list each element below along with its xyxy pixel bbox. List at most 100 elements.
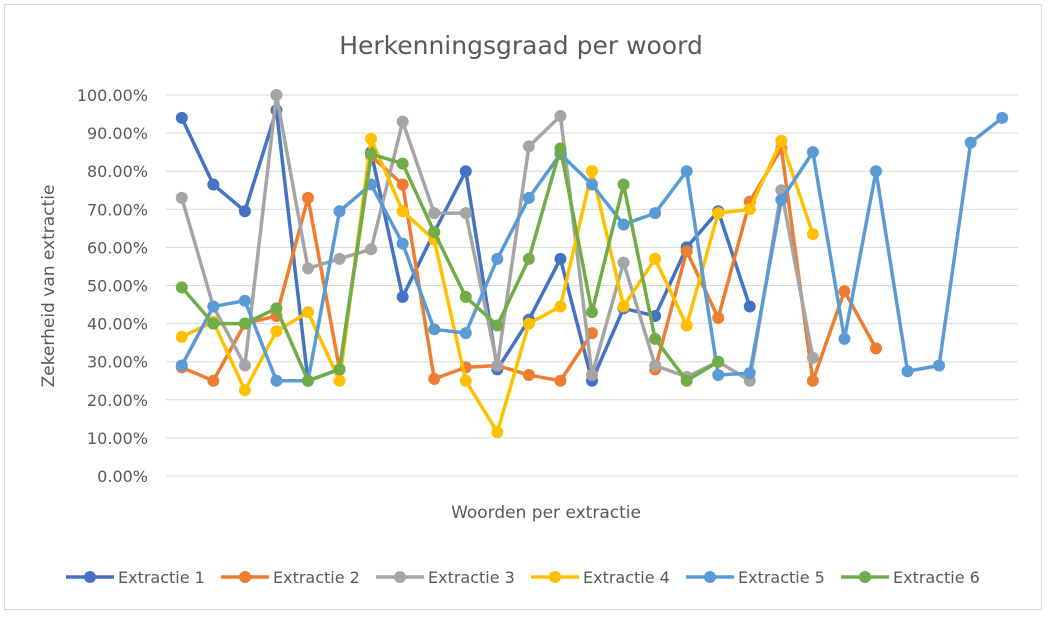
legend-label: Extractie 4 (583, 568, 670, 587)
data-point (428, 323, 441, 336)
data-point (522, 317, 535, 330)
data-point (428, 372, 441, 385)
data-point (175, 191, 188, 204)
x-axis-title: Woorden per extractie (451, 503, 641, 523)
legend-item: Extractie 3 (376, 568, 515, 587)
data-point (396, 290, 409, 303)
legend-item: Extractie 2 (221, 568, 360, 587)
chart-frame (4, 4, 1042, 610)
y-axis-ticks: 0.00% 10.00% 20.00% 30.00% 40.00% 50.00% 60.00… (77, 86, 148, 486)
series-group (175, 89, 1009, 439)
data-point (491, 359, 504, 372)
data-point (870, 342, 882, 355)
data-point (712, 369, 725, 382)
data-point (238, 384, 251, 397)
y-tick-label: 20.00% (87, 391, 148, 410)
data-point (806, 146, 819, 159)
data-point (649, 207, 662, 220)
legend-label: Extractie 2 (273, 568, 360, 587)
data-point (459, 165, 472, 178)
data-point (238, 205, 251, 218)
data-point (554, 374, 567, 387)
data-point (680, 165, 693, 178)
data-point (712, 207, 725, 220)
series-5 (175, 111, 1009, 387)
data-point (396, 205, 409, 218)
legend-item: Extractie 6 (841, 568, 980, 587)
data-point (775, 134, 788, 147)
data-point (396, 157, 409, 170)
data-point (238, 294, 251, 307)
data-point (806, 351, 819, 364)
legend-item: Extractie 1 (66, 568, 205, 587)
data-point (491, 252, 504, 265)
legend-label: Extractie 3 (428, 568, 515, 587)
data-point (459, 290, 472, 303)
legend-label: Extractie 5 (738, 568, 825, 587)
data-point (428, 226, 441, 239)
series-line (180, 93, 815, 383)
data-point (617, 300, 630, 313)
data-point (396, 237, 409, 250)
data-point (459, 327, 472, 340)
y-tick-label: 40.00% (87, 315, 148, 334)
data-point (680, 319, 693, 332)
data-point (175, 330, 188, 343)
y-tick-label: 0.00% (97, 467, 148, 486)
data-point (586, 306, 598, 319)
data-point (428, 207, 441, 220)
data-point (838, 285, 851, 298)
data-point (302, 374, 314, 387)
y-tick-label: 60.00% (87, 238, 148, 257)
data-point (743, 367, 756, 380)
chart-title: Herkenningsgraad per woord (339, 31, 703, 60)
data-point (775, 193, 788, 206)
data-point (365, 132, 378, 145)
data-point (459, 207, 472, 220)
data-point (302, 306, 314, 319)
y-tick-label: 100.00% (77, 86, 148, 105)
data-point (175, 281, 188, 294)
legend-item: Extractie 4 (531, 568, 670, 587)
data-point (712, 311, 725, 324)
legend-swatch-marker (84, 571, 96, 583)
data-point (207, 178, 220, 191)
data-point (522, 191, 535, 204)
data-point (270, 374, 283, 387)
legend-swatch-marker (704, 571, 716, 583)
data-point (996, 111, 1009, 124)
data-point (238, 317, 251, 330)
data-point (459, 374, 472, 387)
series-6 (175, 142, 725, 387)
data-point (586, 178, 598, 191)
data-point (522, 252, 535, 265)
data-point (649, 252, 662, 265)
data-point (617, 178, 630, 191)
data-point (554, 252, 567, 265)
data-point (491, 426, 504, 439)
data-point (175, 359, 188, 372)
legend-swatch-marker (394, 571, 406, 583)
data-point (806, 374, 819, 387)
data-point (396, 178, 409, 191)
data-point (806, 228, 819, 241)
data-point (901, 365, 914, 378)
data-point (238, 359, 251, 372)
data-point (586, 165, 598, 178)
legend-label: Extractie 6 (893, 568, 980, 587)
data-point (333, 374, 346, 387)
y-tick-label: 30.00% (87, 353, 148, 372)
legend-swatch-marker (549, 571, 561, 583)
data-point (302, 191, 314, 204)
data-point (302, 262, 314, 275)
data-point (586, 369, 598, 382)
legend: Extractie 1 Extractie 2 Extractie 3 Extract… (66, 568, 980, 587)
data-point (743, 203, 756, 216)
data-point (680, 374, 693, 387)
data-point (396, 115, 409, 128)
data-point (333, 252, 346, 265)
legend-swatch-marker (239, 571, 251, 583)
gridlines (166, 94, 1018, 477)
data-point (680, 245, 693, 258)
